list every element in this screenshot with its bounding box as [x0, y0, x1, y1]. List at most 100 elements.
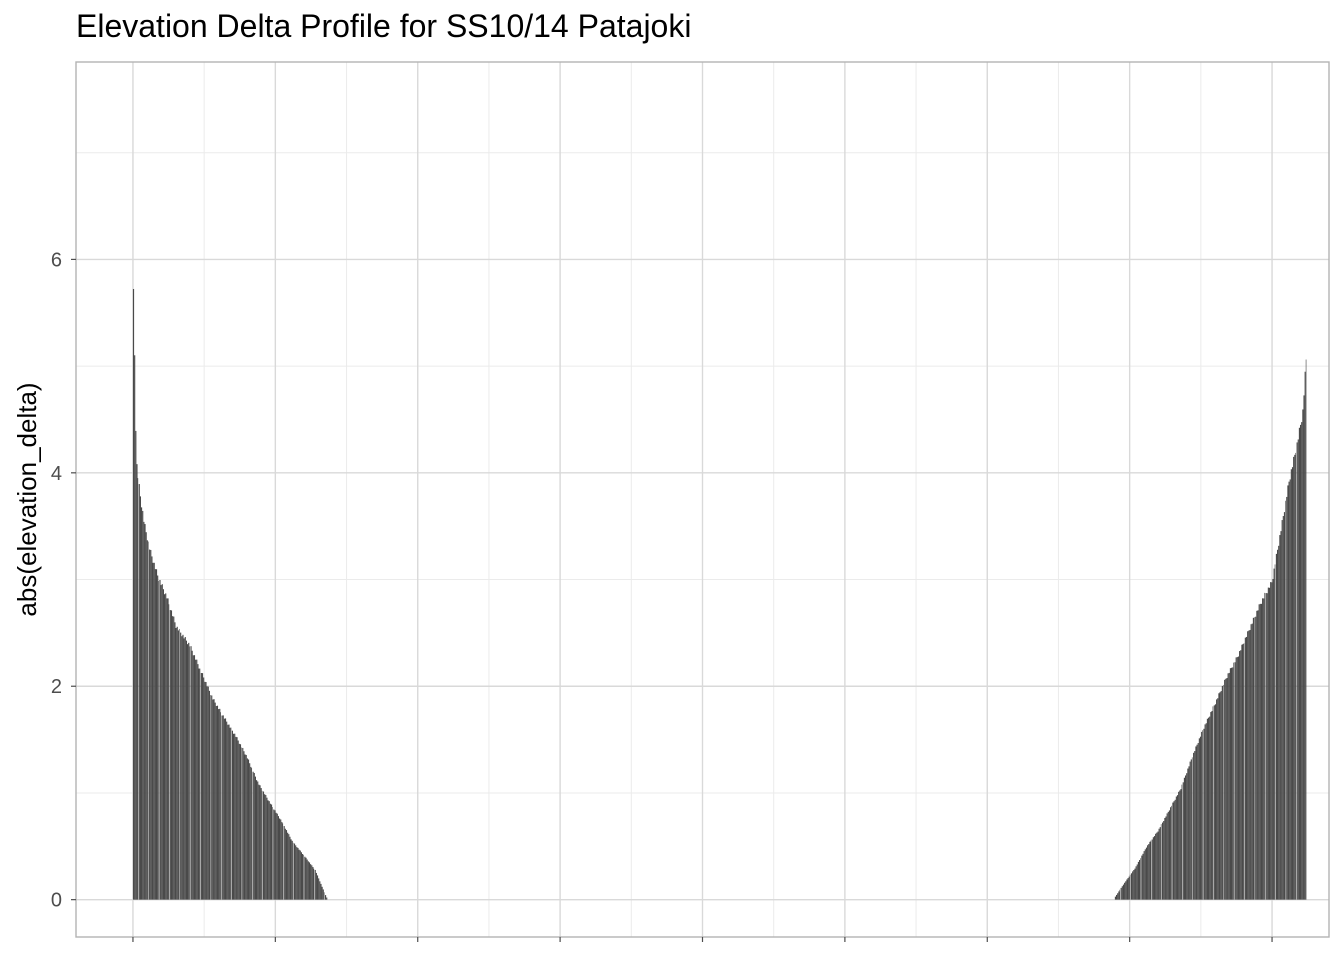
bar	[139, 496, 141, 900]
bar	[1117, 893, 1119, 900]
bar	[1114, 896, 1116, 900]
bar	[145, 532, 147, 900]
bar	[1259, 603, 1261, 900]
bar	[265, 794, 267, 900]
bar	[287, 832, 289, 900]
bar	[1203, 728, 1205, 900]
bar	[1172, 802, 1174, 900]
bar	[1264, 592, 1265, 900]
y-tick-label: 0	[51, 890, 62, 912]
bar	[1236, 657, 1238, 900]
chart-title: Elevation Delta Profile for SS10/14 Pata…	[76, 8, 692, 44]
bar	[173, 616, 175, 900]
bar	[1300, 424, 1302, 900]
bar	[1251, 623, 1253, 900]
bar	[204, 681, 206, 900]
bar	[144, 524, 146, 900]
bar	[1242, 643, 1244, 900]
bar	[1298, 427, 1300, 900]
bar	[168, 604, 170, 900]
bar	[1122, 884, 1125, 900]
bar	[307, 861, 309, 900]
bar	[283, 826, 285, 900]
bar	[1278, 545, 1280, 900]
bar	[195, 659, 197, 900]
bar	[1245, 636, 1248, 900]
bar	[1178, 791, 1180, 900]
bar	[304, 856, 306, 900]
bar	[1291, 467, 1294, 900]
bar	[1279, 535, 1281, 900]
bar	[261, 790, 263, 900]
bar	[1267, 587, 1269, 900]
bar	[141, 507, 143, 900]
bar	[1196, 744, 1198, 900]
bar	[207, 686, 209, 900]
bar	[1176, 795, 1179, 900]
bar	[169, 610, 171, 900]
bar	[1260, 603, 1263, 900]
bar	[1150, 840, 1152, 900]
bar	[282, 823, 284, 900]
bar	[280, 819, 282, 900]
bar	[1140, 858, 1141, 900]
bar	[1155, 833, 1157, 900]
bar	[277, 816, 279, 900]
bar	[1193, 752, 1195, 900]
bar	[1255, 616, 1257, 900]
bar	[166, 598, 168, 900]
bar	[1151, 839, 1153, 900]
bar	[1222, 684, 1224, 900]
bar	[1262, 598, 1264, 900]
bar	[205, 682, 207, 900]
bar	[273, 809, 275, 900]
bar	[1129, 874, 1131, 900]
bar	[268, 801, 270, 900]
bar	[303, 854, 304, 900]
bar	[257, 781, 259, 900]
bar	[174, 622, 176, 900]
bar	[162, 589, 164, 900]
bar	[1239, 651, 1241, 900]
bar	[1194, 751, 1196, 900]
bar	[1152, 837, 1154, 900]
bar	[251, 768, 253, 900]
bar	[1116, 894, 1118, 900]
bar	[258, 784, 260, 900]
bar	[200, 673, 202, 900]
bar	[302, 854, 304, 900]
bar	[1271, 582, 1273, 900]
bar	[1168, 810, 1171, 900]
bar	[1180, 789, 1182, 900]
bar	[310, 864, 312, 900]
bar	[1217, 698, 1219, 900]
bar	[1218, 693, 1220, 900]
bar	[1158, 828, 1160, 900]
bar	[285, 830, 288, 900]
bar	[1274, 564, 1276, 900]
bar	[172, 616, 174, 900]
bar	[234, 733, 236, 900]
bar	[1208, 717, 1210, 900]
bar	[1160, 824, 1162, 900]
bar	[242, 747, 244, 900]
bar	[1294, 454, 1296, 900]
bar	[272, 807, 273, 900]
bar	[1199, 736, 1202, 900]
bar	[193, 655, 196, 900]
minor-gridlines	[76, 62, 1329, 937]
bar	[1130, 873, 1133, 900]
bar	[187, 644, 189, 900]
bar	[1283, 512, 1286, 900]
bar	[1139, 860, 1141, 900]
bar	[137, 478, 139, 900]
bar	[159, 580, 161, 900]
bar	[1205, 723, 1207, 900]
bar	[1174, 799, 1176, 900]
bar	[1302, 409, 1304, 900]
bar	[1213, 705, 1215, 900]
bar	[1214, 704, 1217, 900]
bar	[1288, 481, 1290, 900]
bar	[312, 867, 314, 900]
bar	[211, 695, 213, 900]
